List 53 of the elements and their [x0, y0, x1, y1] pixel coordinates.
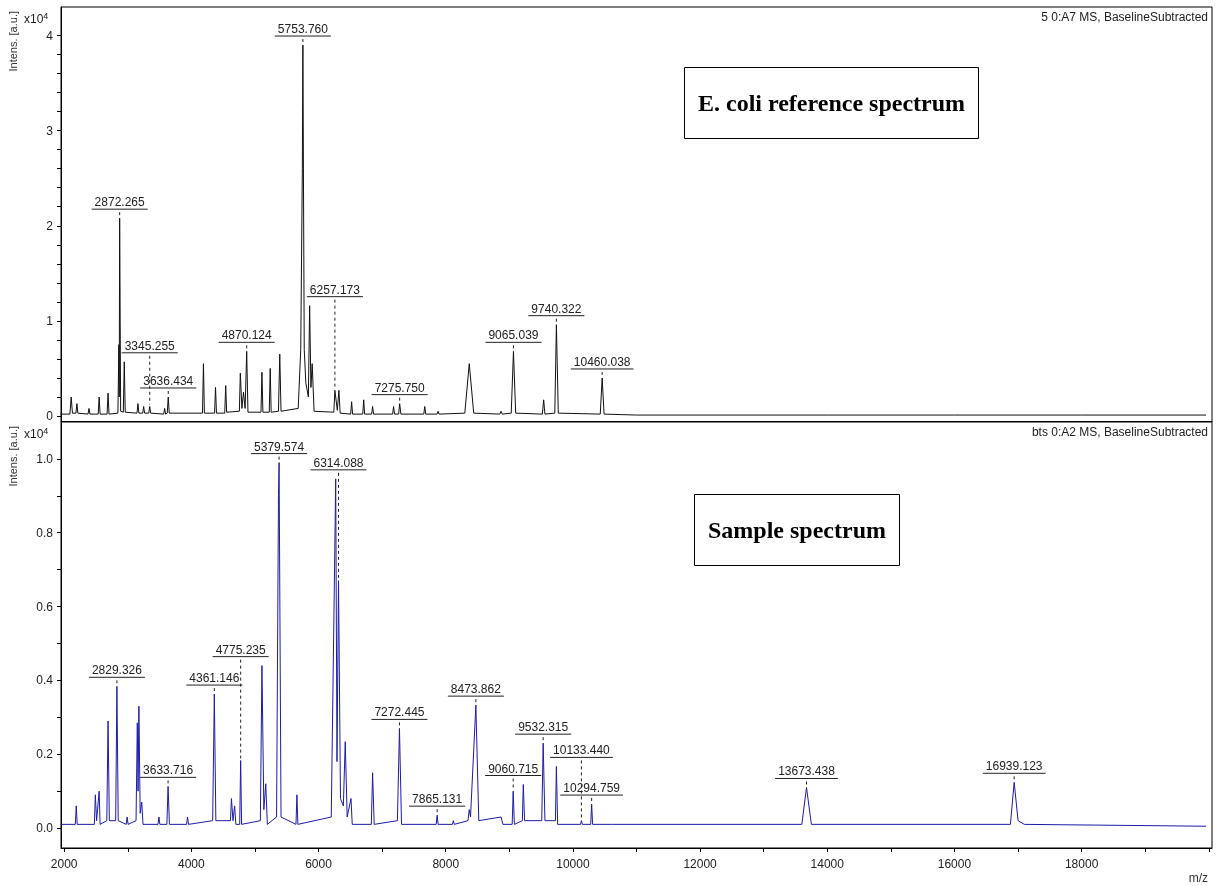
- x-tick-label: 16000: [937, 857, 972, 871]
- x-tick-label: 6000: [305, 857, 333, 871]
- x-tick-label: 18000: [1064, 857, 1099, 871]
- annotation: 3633.716: [143, 763, 194, 778]
- annotation: 4361.146: [189, 671, 240, 686]
- x-tick-label: 10000: [556, 857, 590, 871]
- annotation: 4870.124: [221, 328, 273, 343]
- annotation: 13673.438: [778, 764, 836, 779]
- x-axis-title: m/z: [1188, 871, 1209, 885]
- y-tick-label: 0.4: [36, 673, 54, 688]
- annotation: 7275.750: [374, 380, 426, 395]
- x-tick-label: 2000: [50, 857, 78, 871]
- x-tick-label: 12000: [683, 857, 718, 871]
- text: Sample spectrum: [708, 517, 886, 543]
- y-tick-label: 1.0: [36, 451, 54, 466]
- annotation: 5379.574: [254, 439, 305, 454]
- annotation: 3636.434: [143, 373, 194, 388]
- y-tick-label: 0.0: [36, 821, 54, 836]
- annotation: 7272.445: [374, 705, 425, 720]
- x-tick-label: 8000: [432, 857, 460, 871]
- annotation: 9065.039: [488, 328, 539, 343]
- y-tick-label: 0.6: [36, 599, 54, 614]
- y-tick-label: 4: [46, 28, 54, 43]
- y-axis-title: Intens. [a.u.]: [7, 426, 19, 487]
- y-tick-label: 0.2: [36, 747, 54, 762]
- annotation: 8473.862: [450, 682, 502, 697]
- annotation: 9740.322: [531, 301, 582, 316]
- text: E. coli reference spectrum: [698, 90, 966, 116]
- y-tick-label: 1: [46, 313, 54, 328]
- y-tick-label: 0.8: [36, 525, 54, 540]
- x-tick-label: 4000: [178, 857, 206, 871]
- x-tick-label: 14000: [810, 857, 845, 871]
- annotation: 2829.326: [91, 663, 143, 678]
- annotation: 9060.715: [488, 761, 539, 776]
- annotation: 7865.131: [412, 792, 463, 807]
- annotation: 9532.315: [518, 720, 569, 735]
- y-tick-label: 0: [46, 409, 54, 423]
- annotation: 16939.123: [985, 759, 1043, 774]
- y-axis-title: Intens. [a.u.]: [7, 11, 19, 72]
- y-tick-label: 3: [46, 123, 54, 138]
- annotation: 5 0:A7 MS, BaselineSubtracted: [1041, 10, 1208, 24]
- y-tick-label: 2: [46, 218, 54, 233]
- annotation: 10460.038: [573, 354, 631, 369]
- annotation: 10133.440: [553, 743, 611, 758]
- annotation: 5753.760: [277, 22, 329, 37]
- annotation: bts 0:A2 MS, BaselineSubtracted: [1031, 425, 1209, 439]
- annotation: 3345.255: [124, 338, 176, 353]
- annotation: 6314.088: [313, 455, 364, 470]
- annotation: 6257.173: [309, 282, 361, 297]
- annotation: 4775.235: [215, 642, 267, 657]
- line-series: [60, 44, 1207, 416]
- annotation: 2872.265: [94, 195, 145, 210]
- annotation: 10294.759: [563, 781, 621, 796]
